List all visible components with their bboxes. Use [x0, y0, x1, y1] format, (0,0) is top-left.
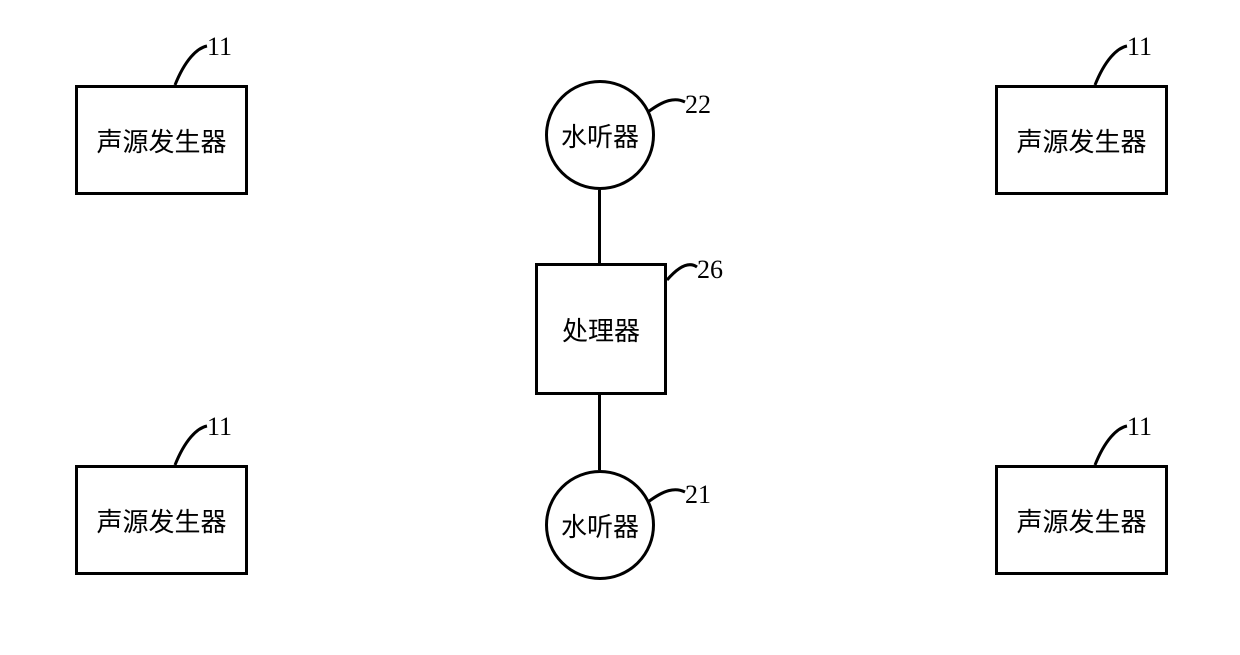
sound-source-label: 声源发生器: [96, 122, 226, 159]
ref-number-11-br: 11: [1127, 412, 1152, 442]
sound-source-generator-top-left: 声源发生器: [75, 85, 248, 195]
ref-number-22: 22: [685, 90, 711, 120]
connector-processor-to-hydrophone-bottom: [598, 395, 601, 470]
processor-label: 处理器: [562, 311, 640, 348]
ref-number-21: 21: [685, 480, 711, 510]
ref-number-26: 26: [697, 255, 723, 285]
processor: 处理器: [535, 263, 667, 395]
sound-source-generator-bottom-left: 声源发生器: [75, 465, 248, 575]
hydrophone-top: 水听器: [545, 80, 655, 190]
ref-number-11-tr: 11: [1127, 32, 1152, 62]
ref-number-11-bl: 11: [207, 412, 232, 442]
hydrophone-label: 水听器: [561, 117, 639, 154]
ref-number-11-tl: 11: [207, 32, 232, 62]
hydrophone-label: 水听器: [561, 507, 639, 544]
hydrophone-bottom: 水听器: [545, 470, 655, 580]
sound-source-generator-top-right: 声源发生器: [995, 85, 1168, 195]
sound-source-label: 声源发生器: [1016, 122, 1146, 159]
connector-hydrophone-top-to-processor: [598, 190, 601, 263]
sound-source-generator-bottom-right: 声源发生器: [995, 465, 1168, 575]
sound-source-label: 声源发生器: [1016, 502, 1146, 539]
sound-source-label: 声源发生器: [96, 502, 226, 539]
